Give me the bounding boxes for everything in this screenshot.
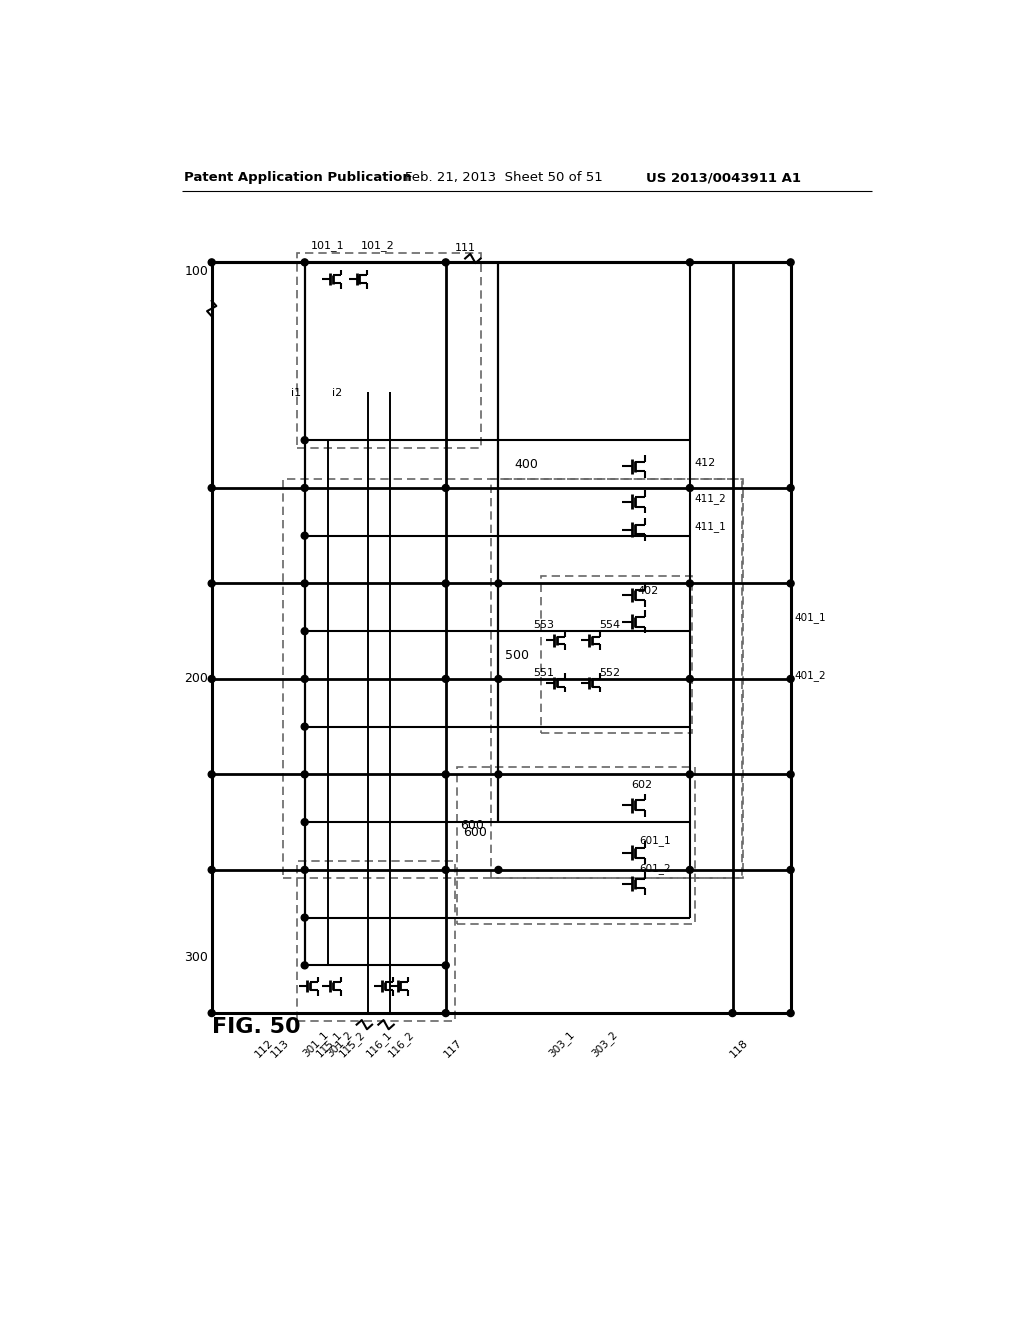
Circle shape [301,866,308,874]
Circle shape [301,723,308,730]
Circle shape [208,866,215,874]
Circle shape [495,676,502,682]
Circle shape [495,866,502,874]
Circle shape [301,628,308,635]
Text: 602: 602 [632,780,653,791]
Text: 117: 117 [442,1038,464,1059]
Circle shape [208,579,215,587]
Circle shape [301,484,308,491]
Text: 101_1: 101_1 [311,240,344,251]
Text: 118: 118 [729,1038,751,1059]
Circle shape [787,579,795,587]
Bar [283,479,743,878]
Text: 554: 554 [599,620,621,630]
Bar [541,576,692,733]
Circle shape [208,676,215,682]
Text: US 2013/0043911 A1: US 2013/0043911 A1 [646,172,801,185]
Circle shape [301,915,308,921]
Circle shape [442,579,450,587]
Circle shape [495,771,502,777]
Text: 111: 111 [455,243,476,253]
Text: 303_1: 303_1 [547,1030,577,1059]
Text: i1: i1 [291,388,301,399]
Text: 300: 300 [184,952,209,964]
Text: 411_1: 411_1 [694,521,726,532]
Circle shape [442,1010,450,1016]
Text: 401_2: 401_2 [795,669,826,681]
Circle shape [686,259,693,265]
Circle shape [301,962,308,969]
Circle shape [301,676,308,682]
Circle shape [442,484,450,491]
Text: 303_2: 303_2 [589,1030,620,1059]
Circle shape [787,484,795,491]
Text: 301_2: 301_2 [324,1030,354,1059]
Circle shape [442,962,450,969]
Text: 601_2: 601_2 [640,863,671,874]
Circle shape [442,771,450,777]
Text: 411_2: 411_2 [694,494,726,504]
Text: 301_1: 301_1 [301,1030,331,1059]
Text: 200: 200 [184,672,209,685]
Circle shape [787,676,795,682]
Circle shape [301,818,308,825]
Circle shape [729,1010,736,1016]
Bar [457,767,694,924]
Text: 600: 600 [460,820,483,833]
Circle shape [495,579,502,587]
Text: 115_2: 115_2 [337,1030,368,1059]
Circle shape [787,866,795,874]
Circle shape [208,1010,215,1016]
Text: FIG. 50: FIG. 50 [212,1016,300,1038]
Text: 101_2: 101_2 [360,240,394,251]
Circle shape [686,676,693,682]
Text: 500: 500 [505,648,528,661]
Circle shape [442,866,450,874]
Circle shape [787,771,795,777]
Circle shape [442,259,450,265]
Circle shape [787,259,795,265]
Text: 600: 600 [463,826,486,840]
Circle shape [301,259,308,265]
Text: 551: 551 [534,668,554,677]
Text: 400: 400 [514,458,538,471]
Text: i2: i2 [332,388,342,399]
Text: 401_1: 401_1 [795,612,826,623]
Bar [297,253,480,447]
Text: 100: 100 [184,265,209,279]
Circle shape [208,771,215,777]
Text: 553: 553 [534,620,554,630]
Circle shape [686,866,693,874]
Text: 412: 412 [694,458,716,469]
Text: 116_1: 116_1 [365,1030,394,1059]
Bar [490,479,741,878]
Text: Patent Application Publication: Patent Application Publication [183,172,412,185]
Text: 402: 402 [637,586,658,597]
Circle shape [301,771,308,777]
Circle shape [686,771,693,777]
Circle shape [208,484,215,491]
Circle shape [301,437,308,444]
Circle shape [686,579,693,587]
Circle shape [686,484,693,491]
Text: 116_2: 116_2 [386,1030,416,1059]
Text: 601_1: 601_1 [640,836,671,846]
Circle shape [301,579,308,587]
Bar [297,861,455,1020]
Text: Feb. 21, 2013  Sheet 50 of 51: Feb. 21, 2013 Sheet 50 of 51 [406,172,603,185]
Circle shape [301,532,308,539]
Text: 112: 112 [254,1038,275,1059]
Circle shape [208,259,215,265]
Text: 552: 552 [599,668,621,677]
Circle shape [442,676,450,682]
Text: 115_1: 115_1 [314,1030,344,1059]
Text: 113: 113 [269,1038,291,1059]
Circle shape [787,1010,795,1016]
